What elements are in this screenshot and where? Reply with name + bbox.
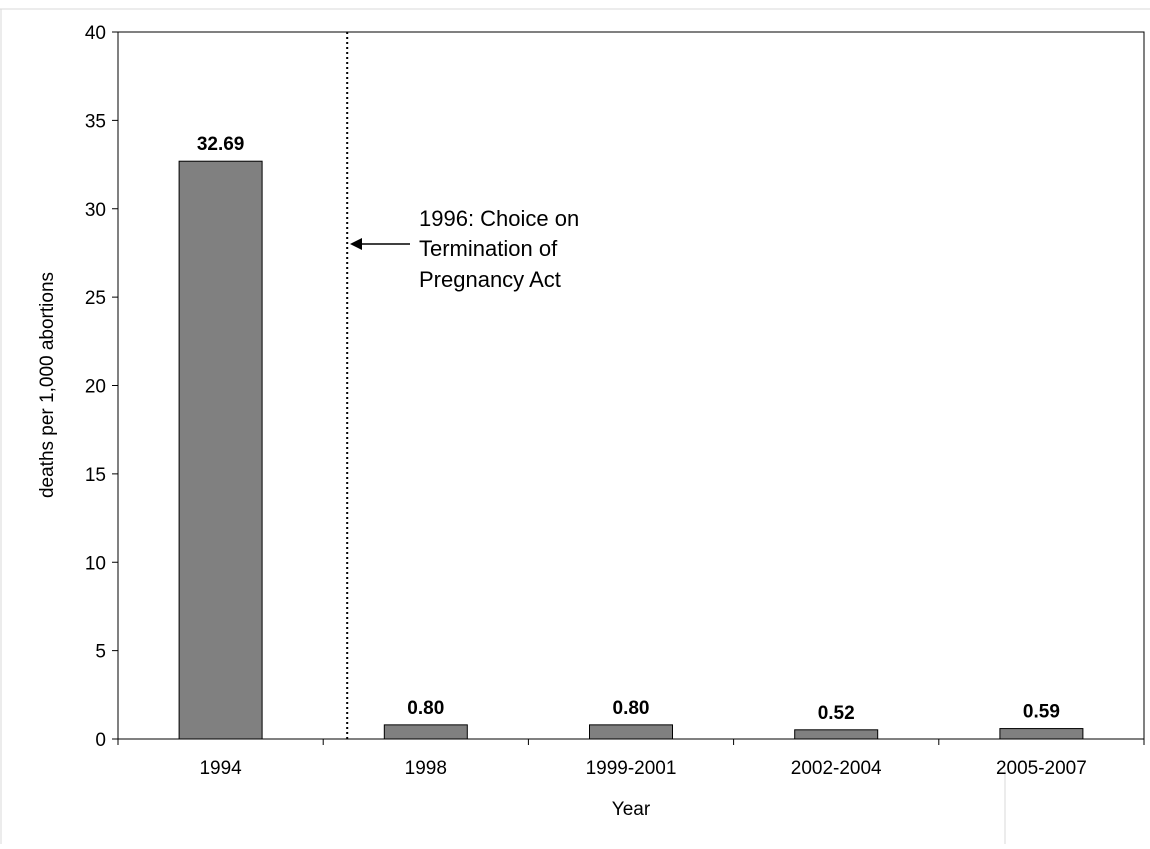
bar-data-label: 0.80	[613, 698, 650, 719]
bar-series	[178, 160, 1084, 740]
annotation-line-3: Pregnancy Act	[419, 267, 561, 292]
y-tick-label: 25	[85, 288, 106, 309]
plot-area	[117, 31, 1145, 740]
y-tick-label: 0	[95, 730, 106, 751]
bar	[999, 728, 1084, 740]
y-tick-label: 30	[85, 200, 106, 221]
y-tick-label: 35	[85, 111, 106, 132]
x-axis-title: Year	[612, 799, 651, 820]
bar-data-label: 0.80	[407, 698, 444, 719]
x-tick-label: 1998	[405, 758, 447, 779]
x-tick-label: 2005-2007	[996, 758, 1087, 779]
bar	[178, 160, 263, 740]
bar	[383, 724, 468, 740]
y-tick-label: 10	[85, 553, 106, 574]
annotation-line-2: Termination of	[419, 236, 558, 261]
annotation-arrow	[350, 238, 410, 250]
bar-data-label: 0.52	[818, 703, 855, 724]
bar	[589, 724, 673, 740]
y-axis: 0 5 10 15 20 25 30 35 40	[85, 23, 118, 751]
x-tick-label: 2002-2004	[791, 758, 882, 779]
data-labels: 32.69 0.80 0.80 0.52 0.59	[197, 134, 1060, 724]
bar-data-label: 32.69	[197, 134, 245, 155]
annotation-line-1: 1996: Choice on	[419, 206, 579, 231]
y-tick-label: 5	[95, 642, 106, 663]
x-tick-label: 1994	[199, 758, 242, 779]
bar-data-label: 0.59	[1023, 702, 1060, 723]
y-axis-title: deaths per 1,000 abortions	[37, 272, 58, 498]
y-tick-label: 20	[85, 377, 106, 398]
bar	[794, 729, 879, 740]
x-axis: 1994 1998 1999-2001 2002-2004 2005-2007	[117, 739, 1145, 779]
y-tick-label: 15	[85, 465, 106, 486]
y-tick-label: 40	[85, 23, 106, 44]
x-tick-label: 1999-2001	[586, 758, 677, 779]
